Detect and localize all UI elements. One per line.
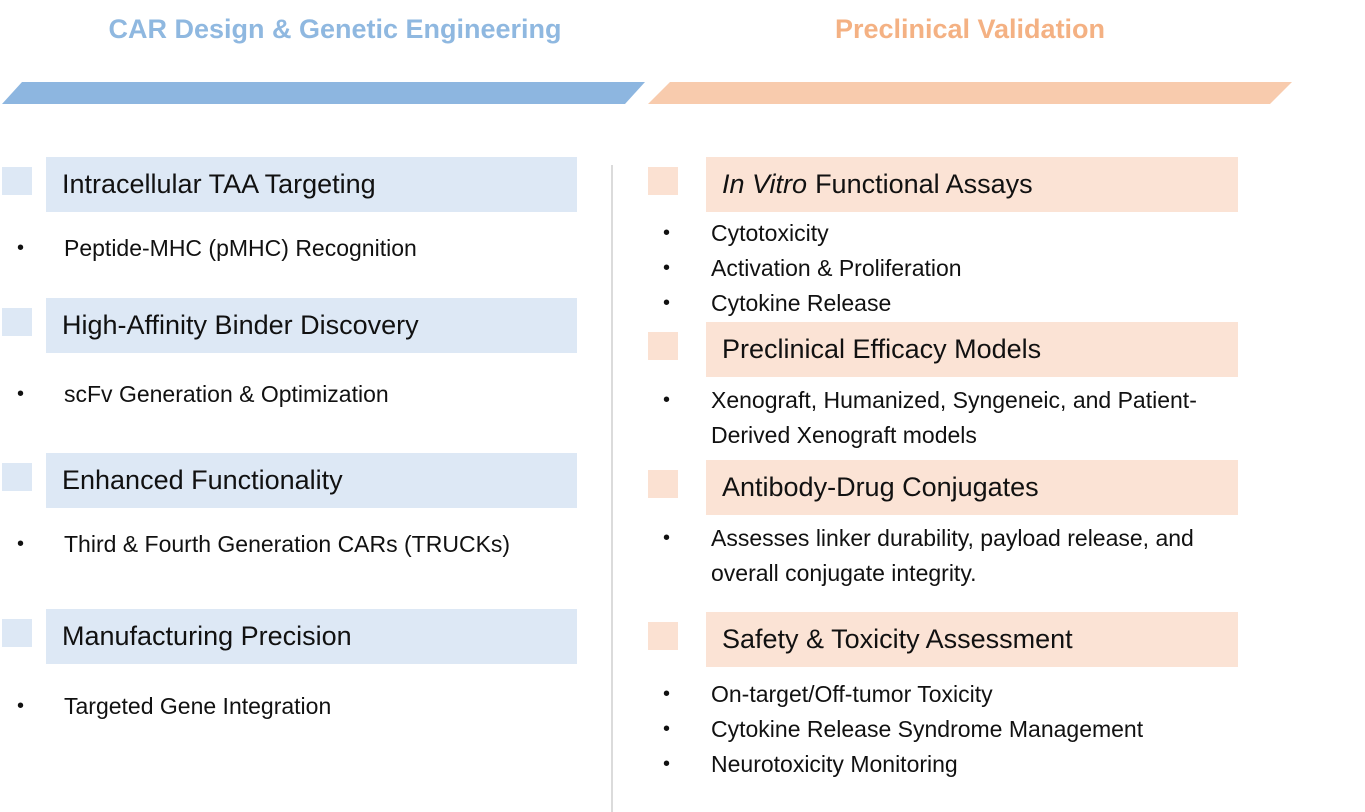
bullet-dot: • xyxy=(17,383,25,405)
bullet-dot: • xyxy=(663,292,671,314)
marker xyxy=(2,463,32,491)
heading-text: Functional Assays xyxy=(815,169,1033,199)
heading-text: Enhanced Functionality xyxy=(62,465,343,495)
bullet-dot: • xyxy=(663,389,671,411)
bullet-dot: • xyxy=(663,222,671,244)
section-heading: Intracellular TAA Targeting xyxy=(46,157,577,212)
marker xyxy=(648,167,678,195)
bullet-dot: • xyxy=(17,237,25,259)
right-banner xyxy=(648,82,1292,104)
column-title: CAR Design & Genetic Engineering xyxy=(108,14,562,44)
bullet-text: Cytokine Release xyxy=(711,290,892,316)
section-heading: Safety & Toxicity Assessment xyxy=(706,612,1238,667)
bullet-dot: • xyxy=(17,533,25,555)
heading-italic: In Vitro xyxy=(722,169,808,199)
bullet-dot: • xyxy=(663,257,671,279)
column-title: Preclinical Validation xyxy=(834,14,1106,44)
section-heading: High-Affinity Binder Discovery xyxy=(46,298,577,353)
section-heading: In Vitro Functional Assays xyxy=(706,157,1238,212)
heading-text: Preclinical Efficacy Models xyxy=(722,334,1042,364)
heading-text: Manufacturing Precision xyxy=(62,621,352,651)
bullet-dot: • xyxy=(663,683,671,705)
marker xyxy=(2,619,32,647)
marker xyxy=(2,167,32,195)
marker xyxy=(2,308,32,336)
bullet-text: Targeted Gene Integration xyxy=(64,693,332,719)
section-heading: Enhanced Functionality xyxy=(46,453,577,508)
bullet-dot: • xyxy=(663,527,671,549)
bullet-text: Peptide-MHC (pMHC) Recognition xyxy=(64,235,417,261)
bullet-text: Cytotoxicity xyxy=(711,220,829,246)
bullet-text: Third & Fourth Generation CARs (TRUCKs) xyxy=(64,531,511,557)
marker xyxy=(648,622,678,650)
heading-text: Intracellular TAA Targeting xyxy=(62,169,376,199)
bullet-text: Cytokine Release Syndrome Management xyxy=(711,716,1144,742)
section-heading: Preclinical Efficacy Models xyxy=(706,322,1238,377)
left-banner xyxy=(2,82,645,104)
bullet-text: Neurotoxicity Monitoring xyxy=(711,751,958,777)
heading-text: Safety & Toxicity Assessment xyxy=(722,624,1073,654)
bullet-text: Xenograft, Humanized, Syngeneic, and Pat… xyxy=(711,387,1197,448)
bullet-dot: • xyxy=(17,695,25,717)
bullet-dot: • xyxy=(663,753,671,775)
bullet-text: Activation & Proliferation xyxy=(711,255,962,281)
section-heading: Manufacturing Precision xyxy=(46,609,577,664)
bullet-text: scFv Generation & Optimization xyxy=(64,381,389,407)
marker xyxy=(648,332,678,360)
heading-text: Antibody-Drug Conjugates xyxy=(722,472,1039,502)
section-heading: Antibody-Drug Conjugates xyxy=(706,460,1238,515)
bullet-text: On-target/Off-tumor Toxicity xyxy=(711,681,993,707)
heading-text: High-Affinity Binder Discovery xyxy=(62,310,419,340)
bullet-dot: • xyxy=(663,718,671,740)
marker xyxy=(648,470,678,498)
bullet-text: Assesses linker durability, payload rele… xyxy=(711,525,1194,586)
